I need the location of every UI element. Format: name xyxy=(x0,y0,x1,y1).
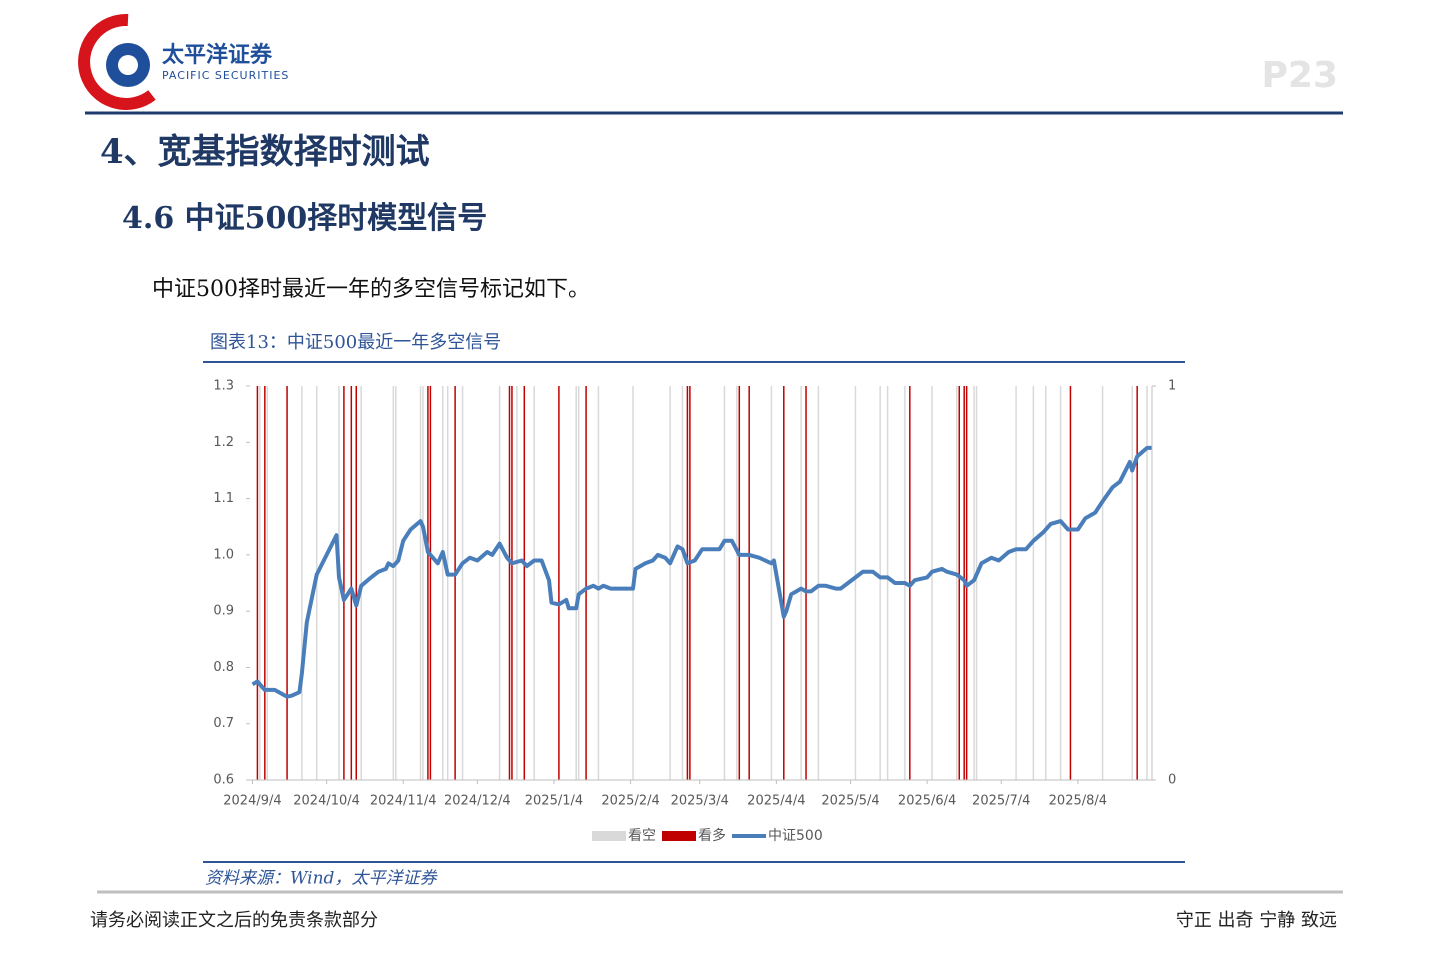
y-tick-label: 0.9 xyxy=(213,604,234,619)
subsection-title: 4.6 中证500择时模型信号 xyxy=(122,201,487,236)
x-tick-label: 2024/9/4 xyxy=(223,794,281,809)
x-tick-label: 2025/3/4 xyxy=(671,794,729,809)
x-tick-label: 2024/10/4 xyxy=(293,794,360,809)
x-tick-label: 2025/4/4 xyxy=(747,794,805,809)
x-tick-label: 2025/1/4 xyxy=(525,794,583,809)
x-tick-label: 2025/7/4 xyxy=(972,794,1030,809)
logo-arc xyxy=(78,13,156,110)
x-tick-label: 2025/6/4 xyxy=(898,794,956,809)
x-tick-label: 2024/11/4 xyxy=(370,794,437,809)
y2-tick-label: 1 xyxy=(1168,379,1176,394)
legend-label: 看多 xyxy=(698,827,726,844)
y-tick-label: 1.0 xyxy=(213,547,234,562)
source: 资料来源：Wind，太平洋证券 xyxy=(205,869,438,889)
x-tick-label: 2025/5/4 xyxy=(821,794,879,809)
y-tick-label: 0.8 xyxy=(213,660,234,675)
x-tick-label: 2025/8/4 xyxy=(1049,794,1107,809)
legend-label: 看空 xyxy=(628,828,656,844)
y-tick-label: 1.1 xyxy=(213,491,234,506)
y-tick-label: 1.3 xyxy=(213,379,234,394)
legend-label: 中证500 xyxy=(768,828,823,844)
figure-caption: 图表13：中证500最近一年多空信号 xyxy=(210,332,501,353)
x-tick-label: 2025/2/4 xyxy=(601,794,659,809)
body-text: 中证500择时最近一年的多空信号标记如下。 xyxy=(152,277,590,302)
section-title: 4、宽基指数择时测试 xyxy=(100,132,430,172)
logo xyxy=(78,13,156,110)
y-tick-label: 0.7 xyxy=(213,716,234,731)
legend-swatch xyxy=(592,831,626,841)
slogan: 守正 出奇 宁静 致远 xyxy=(1176,910,1337,931)
page-number: P23 xyxy=(1262,55,1338,96)
index-line xyxy=(251,445,1152,699)
logo-inner xyxy=(118,55,138,75)
y-tick-label: 0.6 xyxy=(213,773,234,788)
chart: 1.3 1.2 1.1 1.0 0.9 0.8 0.7 0.6 0 1 2024/9/4 2024/1… xyxy=(213,379,1176,845)
y2-tick-label: 0 xyxy=(1168,773,1176,788)
y-tick-label: 1.2 xyxy=(213,435,234,450)
x-tick-label: 2024/12/4 xyxy=(444,794,511,809)
legend-swatch xyxy=(662,831,696,841)
logo-cn: 太平洋证券 xyxy=(162,42,273,68)
disclaimer: 请务必阅读正文之后的免责条款部分 xyxy=(90,910,378,931)
logo-en: PACIFIC SECURITIES xyxy=(162,69,289,82)
